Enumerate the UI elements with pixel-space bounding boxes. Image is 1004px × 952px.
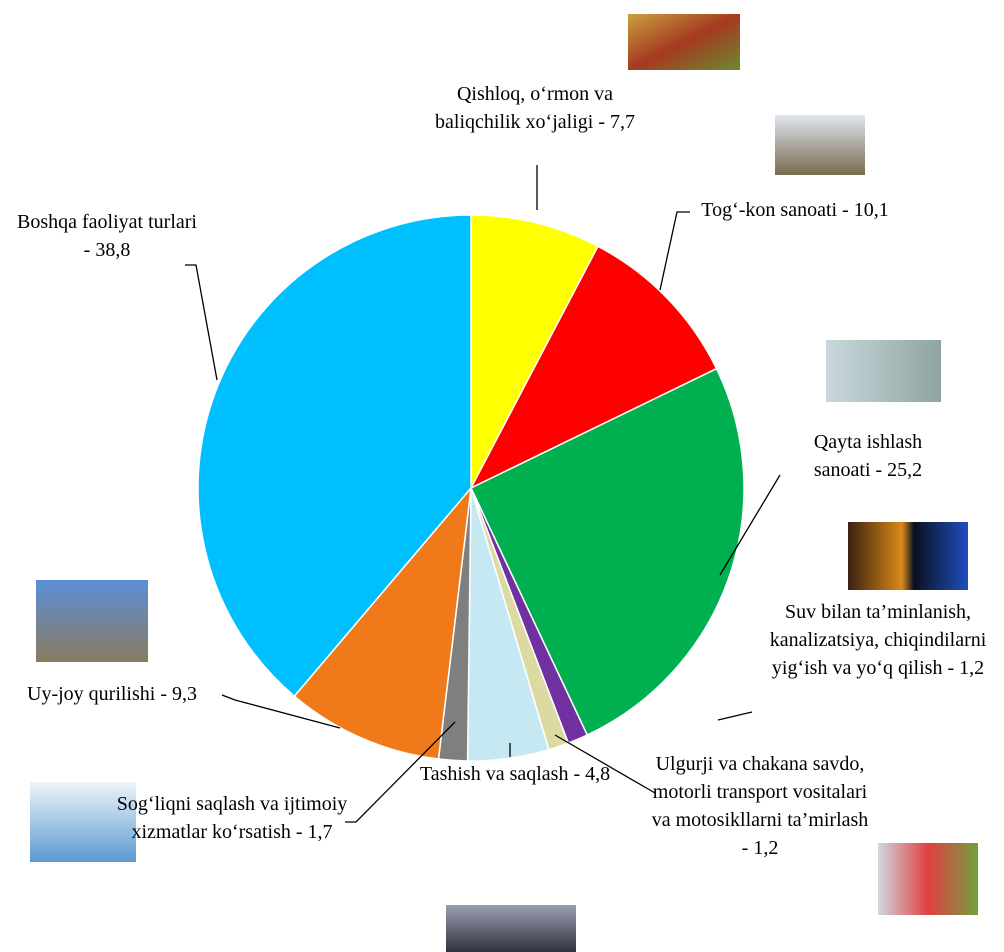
photo xyxy=(826,340,941,402)
slice-label: Uy-joy qurilishi - 9,3 xyxy=(2,680,222,708)
photo xyxy=(628,14,740,70)
slice-label: Suv bilan ta’minlanish, kanalizatsiya, c… xyxy=(753,598,1003,682)
value-label: 1,2 xyxy=(959,657,984,679)
category-label: Qishloq, o‘rmon va baliqchilik xo‘jaligi… xyxy=(435,83,613,133)
slice-label: Boshqa faoliyat turlari - 38,8 xyxy=(12,208,202,264)
slice-label: Qishloq, o‘rmon va baliqchilik xo‘jaligi… xyxy=(415,80,655,136)
slice-label: Qayta ishlash sanoati - 25,2 xyxy=(788,428,948,484)
photo xyxy=(848,522,968,590)
slice-label: Ulgurji va chakana savdo, motorli transp… xyxy=(650,750,870,862)
value-label: 38,8 xyxy=(95,239,130,261)
photo xyxy=(446,905,576,952)
value-label: 9,3 xyxy=(172,683,197,705)
category-label: Tashish va saqlash - xyxy=(420,763,580,785)
slice-label: Tog‘-kon sanoati - 10,1 xyxy=(680,196,910,224)
slice-label: Tashish va saqlash - 4,8 xyxy=(395,760,635,788)
photo xyxy=(878,843,978,915)
leader-line xyxy=(718,712,752,720)
slice-label: Sog‘liqni saqlash va ijtimoiy xizmatlar … xyxy=(112,790,352,846)
value-label: 1,2 xyxy=(753,837,778,859)
value-label: 7,7 xyxy=(610,111,635,133)
value-label: 25,2 xyxy=(887,459,922,481)
category-label: Suv bilan ta’minlanish, kanalizatsiya, c… xyxy=(770,601,987,679)
category-label: Tog‘-kon sanoati - xyxy=(701,199,848,221)
category-label: Uy-joy qurilishi - xyxy=(27,683,167,705)
value-label: 1,7 xyxy=(308,821,333,843)
value-label: 4,8 xyxy=(585,763,610,785)
page: Qishloq, o‘rmon va baliqchilik xo‘jaligi… xyxy=(0,0,1004,952)
leader-line xyxy=(185,265,217,380)
photo xyxy=(36,580,148,662)
value-label: 10,1 xyxy=(854,199,889,221)
photo xyxy=(775,115,865,175)
